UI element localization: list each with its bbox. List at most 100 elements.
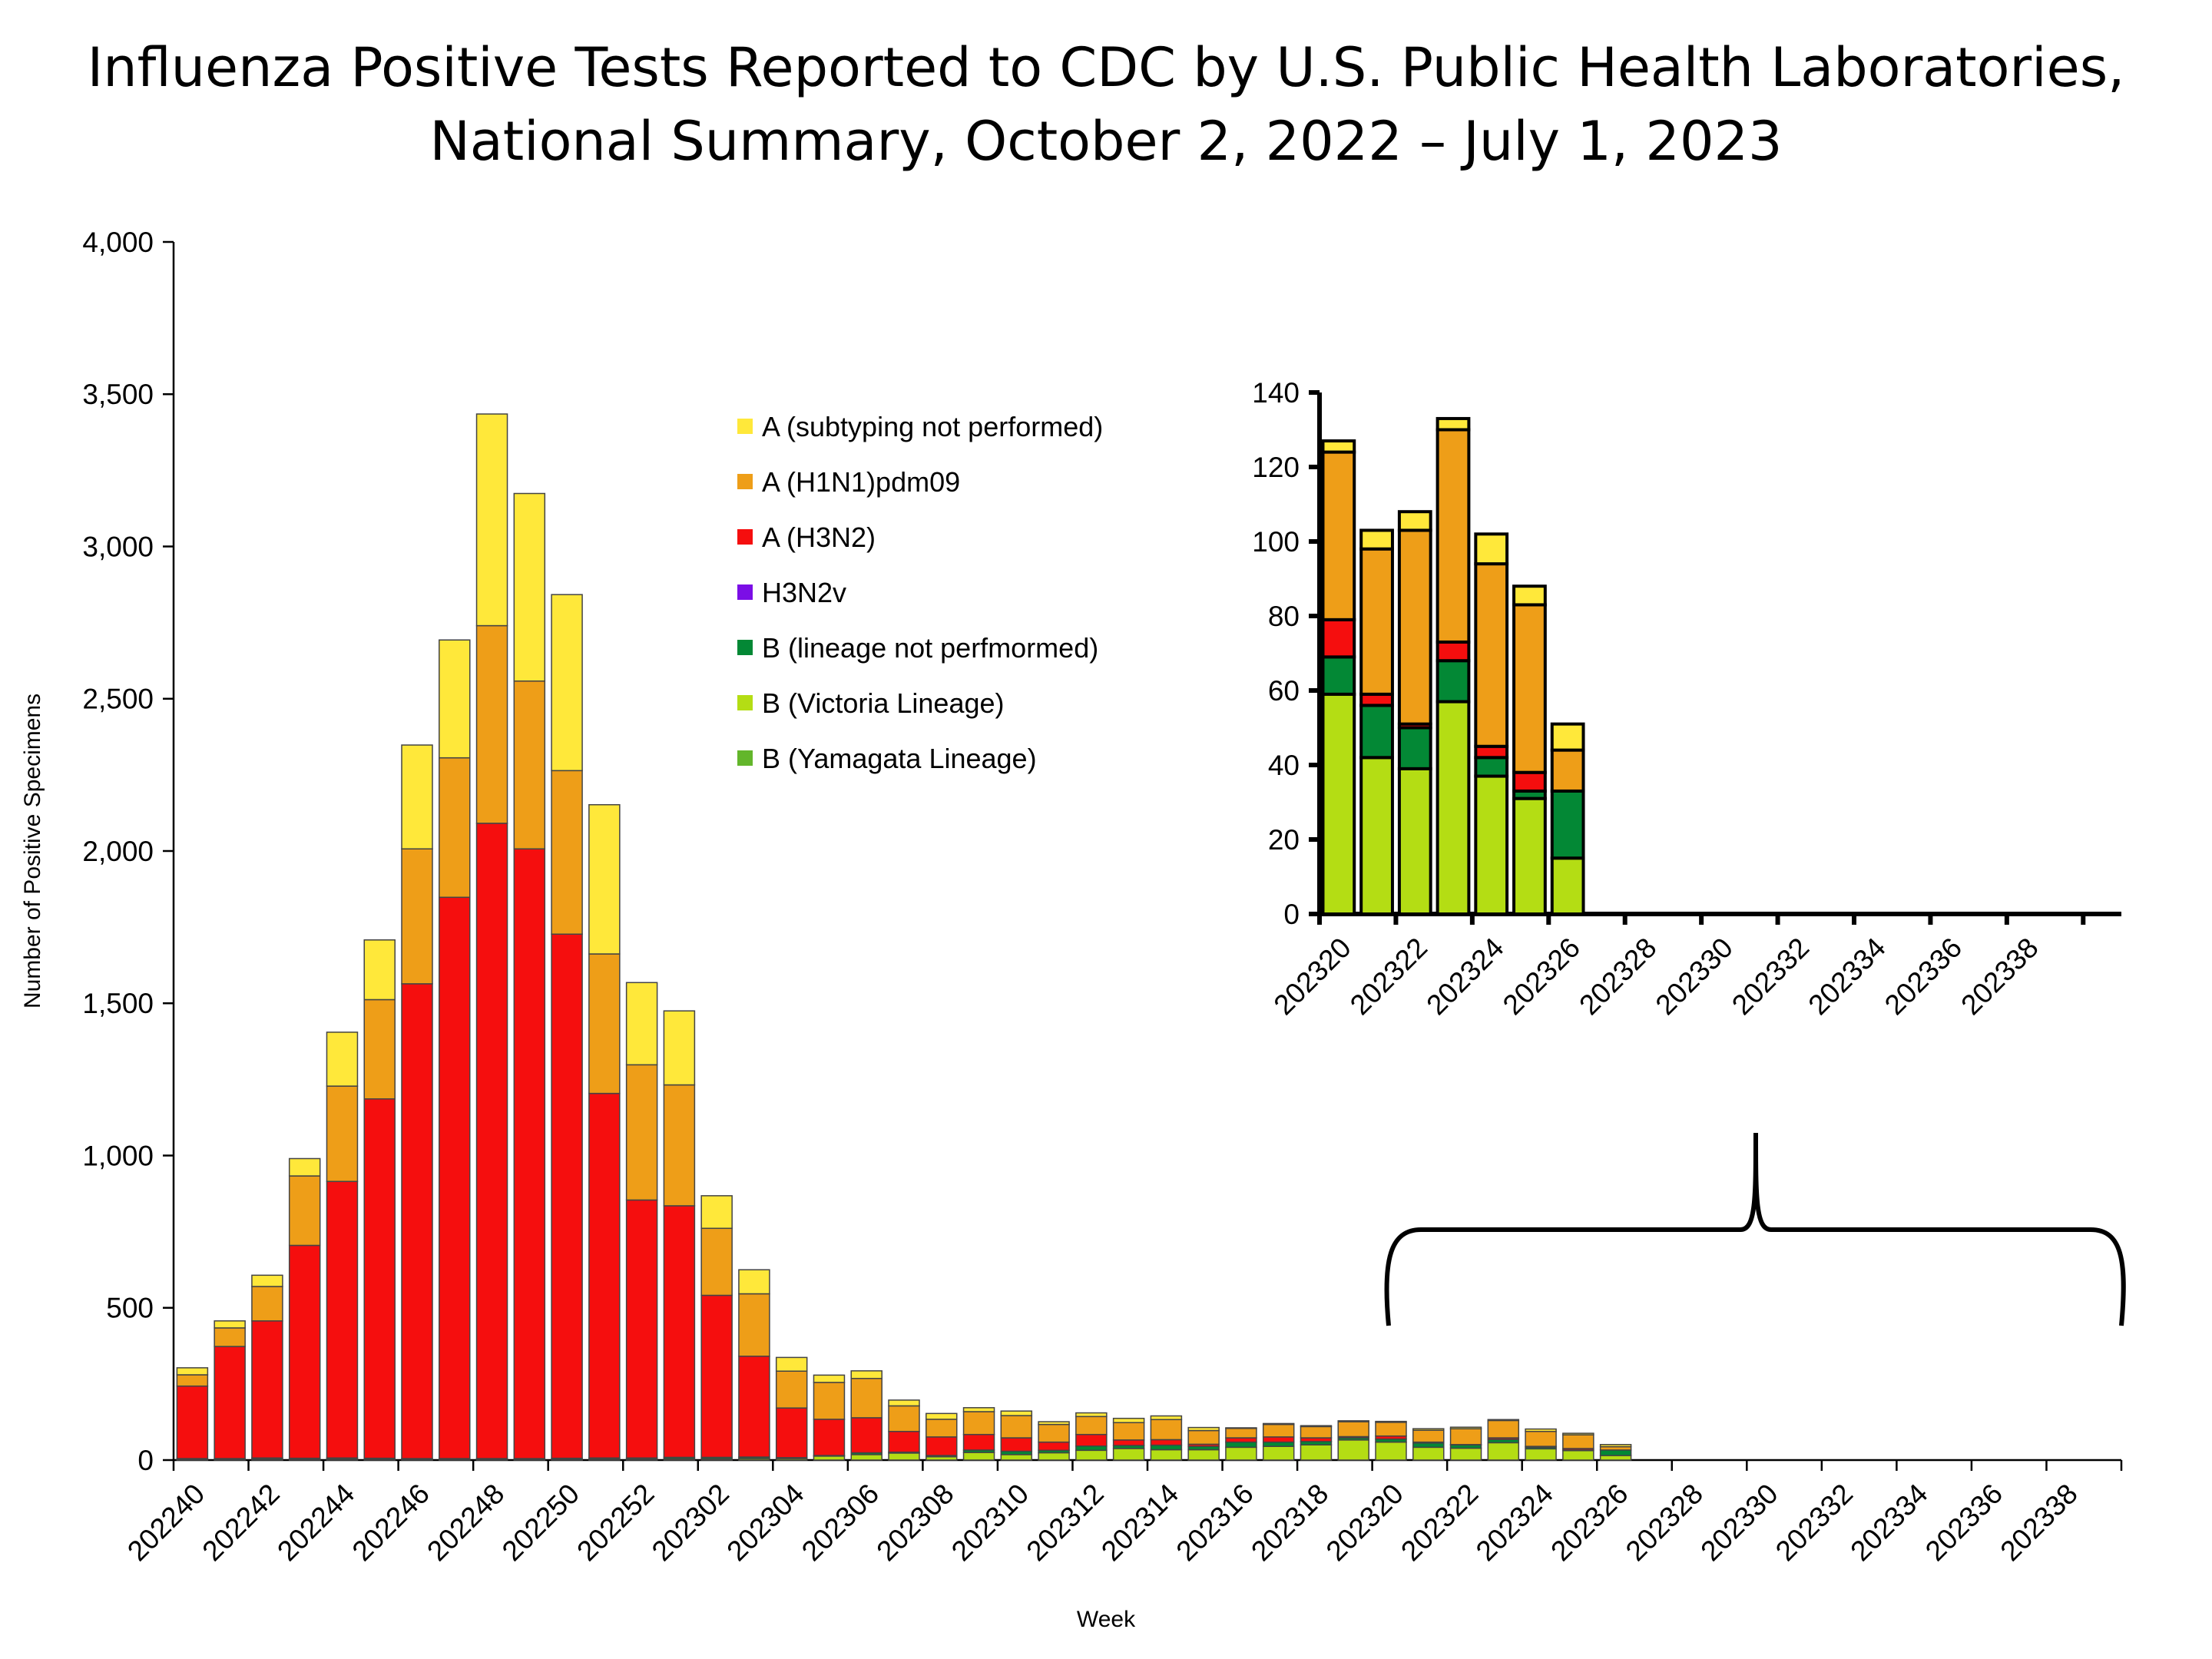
bar-segment-a-h1n1-pdm09-202322 xyxy=(1449,1428,1482,1445)
bar-segment-a-subtyping-not-performed--202243 xyxy=(288,1157,321,1177)
bar-segment-a-h1n1-pdm09-202323 xyxy=(1487,1419,1520,1439)
bar-segment-b-victoria-lineage--202306 xyxy=(850,1454,882,1461)
bar-segment-b-victoria-lineage--202307 xyxy=(888,1452,920,1461)
bar-segment-a-h3n2--202308 xyxy=(926,1436,958,1456)
x-tick-label: 202334 xyxy=(1844,1478,1933,1567)
bar-segment-b-victoria-lineage--202321 xyxy=(1359,756,1394,916)
bar-segment-a-subtyping-not-performed--202247 xyxy=(439,639,471,759)
x-tick-label: 202310 xyxy=(945,1478,1035,1567)
y-tick-label: 140 xyxy=(1252,377,1300,409)
bar-segment-b-victoria-lineage--202320 xyxy=(1375,1441,1407,1461)
y-axis-label: Number of Positive Specimens xyxy=(20,694,45,1008)
legend-label: A (H1N1)pdm09 xyxy=(762,466,960,498)
bar-segment-a-subtyping-not-performed--202320 xyxy=(1321,439,1356,454)
bar-segment-a-subtyping-not-performed--202248 xyxy=(475,413,508,627)
legend-label: H3N2v xyxy=(762,577,846,608)
bar-segment-b-lineage-not-perfmormed--202323 xyxy=(1435,659,1471,704)
bar-segment-b-lineage-not-perfmormed--202322 xyxy=(1397,726,1432,770)
bar-segment-a-h3n2--202250 xyxy=(551,933,583,1459)
bar-segment-a-h3n2--202249 xyxy=(513,848,546,1459)
bar-segment-a-subtyping-not-performed--202324 xyxy=(1525,1428,1557,1432)
inset-chart: 0204060801001201402023202023222023242023… xyxy=(1252,377,2121,1021)
y-tick-label: 4,000 xyxy=(82,227,154,258)
y-tick-label: 1,500 xyxy=(82,988,154,1019)
chart-title: Influenza Positive Tests Reported to CDC… xyxy=(0,31,2212,178)
legend-label: A (subtyping not performed) xyxy=(762,411,1103,442)
bar-segment-a-h3n2--202309 xyxy=(962,1433,995,1451)
legend-swatch xyxy=(737,419,753,434)
bar-segment-a-h1n1-pdm09-202309 xyxy=(962,1411,995,1435)
y-tick-label: 500 xyxy=(106,1293,154,1324)
x-tick-label: 202330 xyxy=(1694,1478,1783,1567)
bar-segment-a-h1n1-pdm09-202307 xyxy=(888,1405,920,1432)
x-tick-label: 202246 xyxy=(346,1478,435,1567)
bar-segment-b-victoria-lineage--202313 xyxy=(1112,1448,1145,1461)
bar-segment-a-h1n1-pdm09-202243 xyxy=(288,1175,321,1247)
bar-segment-a-h3n2--202323 xyxy=(1435,640,1471,663)
bar-segment-a-subtyping-not-performed--202249 xyxy=(513,492,546,682)
bar-segment-b-lineage-not-perfmormed--202317 xyxy=(1262,1441,1295,1447)
x-tick-label: 202240 xyxy=(121,1478,210,1567)
bar-segment-a-h1n1-pdm09-202325 xyxy=(1512,603,1547,774)
bar-segment-a-h3n2--202314 xyxy=(1150,1439,1183,1446)
bar-segment-b-victoria-lineage--202323 xyxy=(1435,700,1471,916)
bar-segment-a-h1n1-pdm09-202315 xyxy=(1187,1429,1220,1445)
bar-segment-a-h3n2--202245 xyxy=(363,1098,396,1459)
zoom-brace xyxy=(1384,1132,2126,1326)
bar-segment-b-victoria-lineage--202324 xyxy=(1525,1448,1557,1461)
bar-segment-a-h1n1-pdm09-202324 xyxy=(1525,1430,1557,1447)
bar-segment-b-victoria-lineage--202323 xyxy=(1487,1442,1520,1461)
bar-segment-a-subtyping-not-performed--202302 xyxy=(700,1195,733,1230)
bar-segment-b-lineage-not-perfmormed--202320 xyxy=(1321,655,1356,696)
y-tick-label: 1,000 xyxy=(82,1140,154,1171)
bar-segment-a-h1n1-pdm09-202321 xyxy=(1359,547,1394,696)
x-tick-label: 202322 xyxy=(1344,932,1433,1021)
bar-segment-a-subtyping-not-performed--202309 xyxy=(962,1407,995,1412)
bar-segment-b-victoria-lineage--202310 xyxy=(1000,1454,1033,1461)
bar-segment-a-subtyping-not-performed--202241 xyxy=(214,1320,246,1329)
bar-segment-b-victoria-lineage--202314 xyxy=(1150,1449,1183,1461)
bar-segment-a-subtyping-not-performed--202322 xyxy=(1449,1426,1482,1429)
bar-segment-a-h3n2--202244 xyxy=(326,1181,359,1459)
legend-label: B (lineage not perfmormed) xyxy=(762,632,1098,664)
bar-segment-a-h1n1-pdm09-202319 xyxy=(1337,1421,1369,1438)
bar-segment-a-h3n2--202248 xyxy=(475,823,508,1459)
y-tick-label: 0 xyxy=(137,1445,154,1476)
bar-segment-a-h3n2--202324 xyxy=(1474,744,1509,760)
x-tick-label: 202308 xyxy=(870,1478,959,1567)
bar-segment-a-h1n1-pdm09-202301 xyxy=(663,1084,696,1207)
bar-segment-b-lineage-not-perfmormed--202321 xyxy=(1359,704,1394,760)
legend-swatch xyxy=(737,474,753,489)
bar-segment-b-victoria-lineage--202324 xyxy=(1474,774,1509,916)
bar-segment-a-h1n1-pdm09-202304 xyxy=(775,1370,808,1409)
bar-segment-a-subtyping-not-performed--202325 xyxy=(1512,584,1547,607)
x-axis-label: Week xyxy=(1077,1607,1136,1632)
bar-segment-b-victoria-lineage--202316 xyxy=(1225,1446,1257,1461)
x-tick-label: 202302 xyxy=(646,1478,735,1567)
x-tick-label: 202334 xyxy=(1803,932,1892,1021)
y-tick-label: 20 xyxy=(1268,824,1300,856)
bar-segment-a-h3n2--202307 xyxy=(888,1430,920,1453)
bar-segment-a-h3n2--202303 xyxy=(738,1356,770,1458)
bar-segment-b-victoria-lineage--202326 xyxy=(1599,1455,1632,1461)
bar-segment-a-subtyping-not-performed--202244 xyxy=(326,1031,359,1087)
x-tick-label: 202252 xyxy=(571,1478,660,1567)
bar-segment-a-subtyping-not-performed--202301 xyxy=(663,1010,696,1086)
bar-segment-a-h3n2--202311 xyxy=(1038,1441,1070,1452)
bar-segment-b-lineage-not-perfmormed--202312 xyxy=(1075,1445,1108,1452)
bar-segment-a-h1n1-pdm09-202247 xyxy=(439,757,471,899)
bar-segment-a-h3n2--202306 xyxy=(850,1417,882,1454)
x-tick-label: 202320 xyxy=(1320,1478,1409,1567)
x-tick-label: 202242 xyxy=(197,1478,286,1567)
bar-segment-b-victoria-lineage--202320 xyxy=(1321,692,1356,916)
bar-segment-a-h1n1-pdm09-202245 xyxy=(363,998,396,1100)
bar-segment-a-h1n1-pdm09-202250 xyxy=(551,770,583,935)
bar-segment-a-h1n1-pdm09-202324 xyxy=(1474,562,1509,748)
bar-segment-a-subtyping-not-performed--202315 xyxy=(1187,1426,1220,1432)
x-tick-label: 202244 xyxy=(271,1478,360,1567)
x-tick-label: 202250 xyxy=(496,1478,585,1567)
x-tick-label: 202326 xyxy=(1497,932,1586,1021)
x-tick-label: 202314 xyxy=(1095,1478,1184,1567)
chart-title-line-1: Influenza Positive Tests Reported to CDC… xyxy=(87,36,2125,99)
bar-segment-b-lineage-not-perfmormed--202314 xyxy=(1150,1444,1183,1451)
